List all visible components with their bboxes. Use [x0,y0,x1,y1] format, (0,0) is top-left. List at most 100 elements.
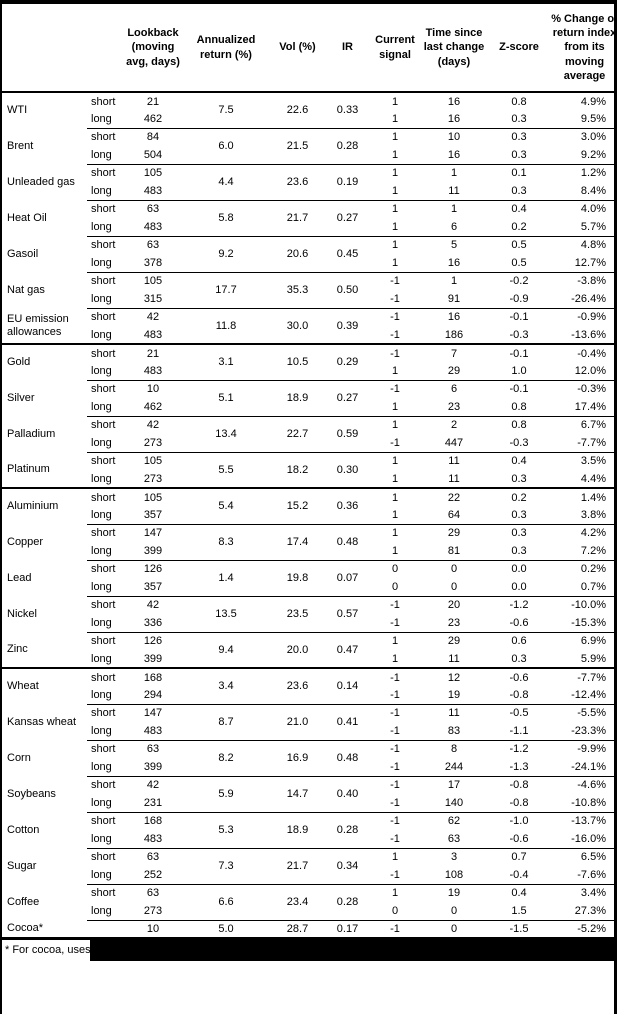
cell-lookback: 168 [143,671,163,684]
cell-pct-change: 9.5% [550,110,617,129]
table-header: Lookback (moving avg, days) Annualized re… [2,4,617,93]
cell-pct-change: 12.7% [550,254,617,273]
cell-lookback: 63 [146,239,160,252]
top-border-bar [2,0,614,4]
cell-lookback: 147 [143,527,163,540]
cell-commodity-name: Aluminium [7,500,59,513]
cell-current-signal: 1 [391,167,399,180]
table-row: Sugar short 63 7.3 21.7 0.34 1 3 0.7 6.5% [2,848,617,885]
cell-signal-type: short [91,887,116,900]
cell-z-score: 0.3 [488,470,550,489]
cell-pct-change: 7.2% [550,542,617,561]
cell-z-score: -0.8 [488,686,550,705]
cell-lookback: 357 [124,506,182,525]
cell-lookback: 504 [124,146,182,165]
cell-signal-type: long [87,326,124,345]
cell-current-signal: 1 [370,362,420,381]
cell-z-score: -0.6 [488,830,550,849]
cell-commodity-name: EU emission allowances [2,308,87,345]
cell-signal-type: long [87,434,124,453]
cell-annualized-return: 8.2 [182,740,270,777]
cell-ir: 0.28 [325,128,370,165]
cell-pct-change: 8.4% [550,182,617,201]
cell-z-score: -0.6 [488,614,550,633]
cell-lookback: 399 [124,542,182,561]
cell-ir: 0.57 [325,596,370,633]
cell-commodity-name: Cocoa* [7,921,44,934]
cell-lookback: 357 [124,578,182,597]
table-row: Palladium short 42 13.4 22.7 0.59 1 2 0.8 6.7% [2,416,617,453]
cell-lookback: 378 [124,254,182,273]
cell-time-since-change: 244 [420,758,488,777]
cell-commodity-name: Soybeans [7,787,56,800]
cell-lookback: 483 [124,182,182,201]
cell-time-since-change: 2 [450,419,458,432]
cell-current-signal: -1 [390,599,400,612]
cell-lookback: 105 [143,455,163,468]
table-row: Unleaded gas short 105 4.4 23.6 0.19 1 1 0.1 1.2% [2,164,617,201]
cell-signal-type: long [87,182,124,201]
cell-time-since-change: 11 [448,707,460,720]
cell-vol: 21.7 [270,200,325,237]
col-header-lookback: Lookback (moving avg, days) [124,4,182,93]
table-row: Cotton short 168 5.3 18.9 0.28 -1 62 -1.0 -13.7% [2,812,617,849]
cell-pct-change: 4.8% [580,239,606,252]
cell-annualized-return: 9.2 [182,236,270,273]
cell-time-since-change: 8 [450,743,458,756]
cell-current-signal: 1 [391,239,399,252]
cell-commodity-name: WTI [7,104,28,117]
cell-ir: 0.17 [336,922,359,935]
table-row: Corn short 63 8.2 16.9 0.48 -1 8 -1.2 -9.9% [2,740,617,777]
table-row: long 231 -1 140 -0.8 -10.8% [2,794,617,813]
cell-current-signal: -1 [390,383,400,396]
cell-pct-change: -0.4% [577,347,606,360]
cell-vol: 15.2 [270,488,325,525]
cell-annualized-return: 17.7 [182,272,270,309]
table-row: long 483 -1 83 -1.1 -23.3% [2,722,617,741]
cell-signal-type: short [91,95,116,108]
cell-time-since-change: 1 [450,275,458,288]
cell-lookback: 126 [143,563,163,576]
cell-z-score: -0.6 [509,671,529,684]
cell-current-signal: 1 [370,218,420,237]
cell-time-since-change: 16 [420,254,488,273]
cell-lookback: 462 [124,110,182,129]
cell-time-since-change: 83 [420,722,488,741]
cell-commodity-name: Lead [7,571,32,584]
cell-vol: 23.5 [270,596,325,633]
cell-time-since-change: 7 [450,347,458,360]
cell-annualized-return: 3.1 [182,344,270,381]
cell-lookback: 399 [124,758,182,777]
cell-current-signal: -1 [370,326,420,345]
cell-lookback: 21 [146,95,160,108]
cell-signal-type: long [87,506,124,525]
cell-annualized-return: 5.4 [182,488,270,525]
header-row: Lookback (moving avg, days) Annualized re… [2,4,617,93]
table-row: long 273 0 0 1.5 27.3% [2,902,617,921]
cell-signal-type [87,920,124,938]
cell-signal-type: long [87,578,124,597]
table-row: long 483 1 6 0.2 5.7% [2,218,617,237]
cell-z-score: 0.5 [511,239,527,252]
cell-time-since-change: 5 [450,239,458,252]
cell-pct-change: 4.4% [550,470,617,489]
col-header-current-signal: Current signal [370,4,420,93]
cell-time-since-change: 0 [420,902,488,921]
table-row: long 273 1 11 0.3 4.4% [2,470,617,489]
cell-signal-type: short [91,347,116,360]
cell-commodity-name: Platinum [2,452,87,489]
cell-annualized-return: 7.5 [182,92,270,129]
col-header-z-score: Z-score [488,4,550,93]
cell-time-since-change: 29 [420,362,488,381]
cell-ir: 0.59 [325,416,370,453]
cell-time-since-change: 16 [420,146,488,165]
cell-z-score: -0.5 [509,707,529,720]
cell-signal-type: long [87,290,124,309]
cell-signal-type: short [91,527,116,540]
cell-z-score: -1.0 [509,815,529,828]
cell-current-signal: 1 [370,146,420,165]
cell-lookback: 10 [146,383,160,396]
cell-z-score: 0.7 [511,851,527,864]
cell-signal-type: long [87,614,124,633]
